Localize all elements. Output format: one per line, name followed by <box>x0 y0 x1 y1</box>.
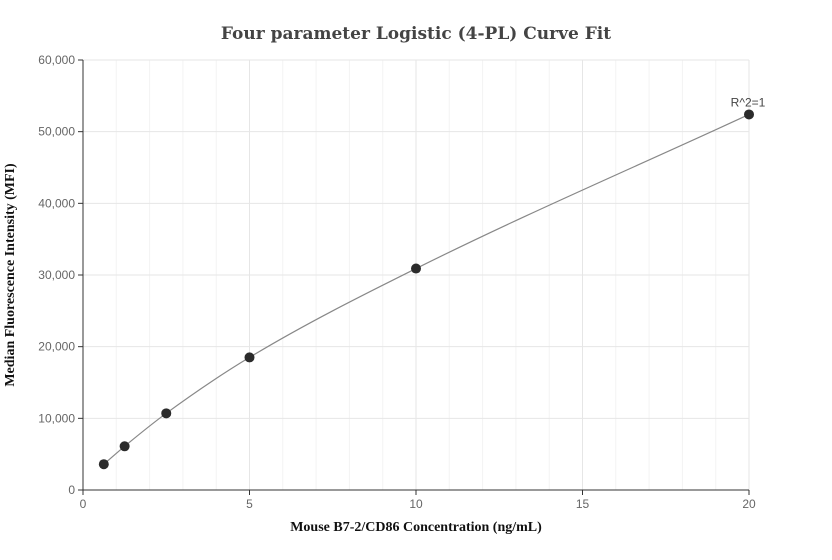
y-axis-ticks: 0 10,000 20,000 30,000 40,000 50,000 60,000 <box>38 53 83 497</box>
y-tick-label: 50,000 <box>38 125 75 139</box>
data-point <box>744 109 754 120</box>
data-point <box>119 441 130 452</box>
y-tick-label: 40,000 <box>38 196 75 210</box>
data-point <box>161 408 172 419</box>
r-squared-annotation: R^2=1 <box>731 95 766 109</box>
x-axis-label: Mouse B7-2/CD86 Concentration (ng/mL) <box>290 520 542 535</box>
data-points <box>98 109 754 470</box>
y-tick-label: 0 <box>68 483 75 497</box>
y-axis-label: Median Fluorescence Intensity (MFI) <box>3 163 18 387</box>
x-axis-ticks: 0 5 10 15 20 <box>80 490 756 511</box>
x-tick-label: 20 <box>742 497 756 511</box>
data-point <box>411 263 421 274</box>
data-point <box>98 459 109 470</box>
y-tick-label: 10,000 <box>38 411 75 425</box>
x-tick-label: 15 <box>576 497 590 511</box>
y-tick-label: 60,000 <box>38 53 75 67</box>
fit-curve <box>103 113 750 465</box>
x-tick-label: 10 <box>409 497 423 511</box>
data-point <box>244 352 255 363</box>
major-gridlines <box>83 59 750 490</box>
chart-title: Four parameter Logistic (4-PL) Curve Fit <box>221 24 611 44</box>
y-tick-label: 20,000 <box>38 340 75 354</box>
y-tick-label: 30,000 <box>38 268 75 282</box>
x-tick-label: 0 <box>80 497 87 511</box>
x-tick-label: 5 <box>246 497 253 511</box>
